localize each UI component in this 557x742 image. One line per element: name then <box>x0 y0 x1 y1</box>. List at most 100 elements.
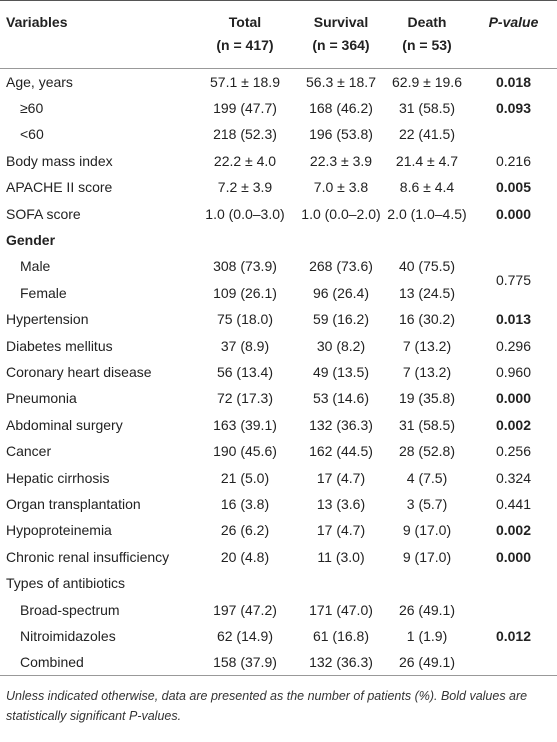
cell: 17 (4.7) <box>316 522 366 539</box>
cell: 61 (16.8) <box>312 627 370 644</box>
cell: 37 (8.9) <box>220 337 270 354</box>
row-label: Pneumonia <box>6 390 77 407</box>
p-value: 0.018 <box>495 73 532 90</box>
column-title: Total <box>228 14 262 30</box>
cell: 109 (26.1) <box>213 284 277 301</box>
header-cell: P-value <box>488 14 539 30</box>
table-row: <60 218 (52.3) 196 (53.8) 22 (41.5) <box>0 121 557 147</box>
table-row: Combined 158 (37.9) 132 (36.3) 26 (49.1) <box>0 649 557 675</box>
column-n: (n = 417) <box>216 37 274 53</box>
header-cell: Variables <box>6 14 68 30</box>
cell: 1.0 (0.0–3.0) <box>205 205 285 222</box>
cell: 9 (17.0) <box>402 522 452 539</box>
cell: 1 (1.9) <box>406 627 448 644</box>
cell: 13 (24.5) <box>398 284 456 301</box>
row-label: Age, years <box>6 73 73 90</box>
table-row: Broad-spectrum 197 (47.2) 171 (47.0) 26 (49… <box>0 596 557 622</box>
cell: 49 (13.5) <box>312 363 370 380</box>
cell: 196 (53.8) <box>309 126 373 143</box>
cell: 2.0 (1.0–4.5) <box>387 205 467 222</box>
table-header: Variables Total (n = 417) Survival (n = 36… <box>0 0 557 69</box>
p-value: 0.775 <box>495 271 532 288</box>
cell: 3 (5.7) <box>406 495 448 512</box>
cell <box>192 227 298 253</box>
row-label: Abdominal surgery <box>6 416 123 433</box>
cell: 9 (17.0) <box>402 548 452 565</box>
cell: 218 (52.3) <box>213 126 277 143</box>
cell: 171 (47.0) <box>309 601 373 618</box>
table-row: Hypoproteinemia 26 (6.2) 17 (4.7) 9 (17.0) 0… <box>0 517 557 543</box>
p-value: 0.256 <box>495 443 532 460</box>
row-label: Types of antibiotics <box>6 575 126 592</box>
table-row: Cancer 190 (45.6) 162 (44.5) 28 (52.8) 0.256 <box>0 438 557 464</box>
table-row: Diabetes mellitus 37 (8.9) 30 (8.2) 7 (13.2… <box>0 332 557 358</box>
cell: 132 (36.3) <box>309 416 373 433</box>
table-row: APACHE II score 7.2 ± 3.9 7.0 ± 3.8 8.6 ± 4… <box>0 174 557 200</box>
cell: 19 (35.8) <box>398 390 456 407</box>
table-row: Hypertension 75 (18.0) 59 (16.2) 16 (30.2) 0… <box>0 306 557 332</box>
cell: 22.3 ± 3.9 <box>309 152 373 169</box>
cell: 75 (18.0) <box>216 311 274 328</box>
cell: 30 (8.2) <box>316 337 366 354</box>
row-label: Hypoproteinemia <box>6 522 112 539</box>
row-label: Cancer <box>6 443 52 460</box>
cell: 96 (26.4) <box>312 284 370 301</box>
cell: 13 (3.6) <box>316 495 366 512</box>
table-row: Nitroimidazoles 62 (14.9) 61 (16.8) 1 (1.9)… <box>0 623 557 649</box>
cell: 158 (37.9) <box>213 654 277 671</box>
cell: 72 (17.3) <box>216 390 274 407</box>
p-value: 0.093 <box>495 100 532 117</box>
cell: 132 (36.3) <box>309 654 373 671</box>
table-row: Body mass index 22.2 ± 4.0 22.3 ± 3.9 21.4 … <box>0 148 557 174</box>
cell: 56 (13.4) <box>216 363 274 380</box>
p-value: 0.000 <box>495 548 532 565</box>
cell: 7 (13.2) <box>402 337 452 354</box>
p-value: 0.216 <box>495 152 532 169</box>
cell: 62 (14.9) <box>216 627 274 644</box>
header-cell: Survival (n = 364) <box>298 1 384 69</box>
table-row: Types of antibiotics <box>0 570 557 596</box>
cell: 17 (4.7) <box>316 469 366 486</box>
table-row: Female 109 (26.1) 96 (26.4) 13 (24.5) <box>0 280 557 306</box>
row-label: Diabetes mellitus <box>6 337 113 354</box>
cell: 62.9 ± 19.6 <box>392 73 462 90</box>
cell <box>384 227 470 253</box>
column-n: (n = 53) <box>402 37 452 53</box>
p-value: 0.000 <box>495 390 532 407</box>
cell: 21.4 ± 4.7 <box>395 152 459 169</box>
p-value: 0.012 <box>495 627 532 644</box>
row-label: Male <box>20 258 51 275</box>
cell: 56.3 ± 18.7 <box>306 73 376 90</box>
cell: 268 (73.6) <box>309 258 373 275</box>
header-cell: Total (n = 417) <box>192 1 298 69</box>
cell: 28 (52.8) <box>398 443 456 460</box>
row-label: Organ transplantation <box>6 495 141 512</box>
header-cell: Death (n = 53) <box>384 1 470 69</box>
table-row: Organ transplantation 16 (3.8) 13 (3.6) 3 (… <box>0 491 557 517</box>
row-label: Chronic renal insufficiency <box>6 548 170 565</box>
p-value: 0.960 <box>495 363 532 380</box>
cell: 26 (49.1) <box>398 654 456 671</box>
p-value <box>470 649 557 675</box>
row-label: APACHE II score <box>6 179 113 196</box>
row-label: Hepatic cirrhosis <box>6 469 110 486</box>
row-label: Combined <box>20 654 84 671</box>
cell: 21 (5.0) <box>220 469 270 486</box>
p-value <box>470 227 557 253</box>
header-row: Variables Total (n = 417) Survival (n = 36… <box>0 1 557 69</box>
cell: 53 (14.6) <box>312 390 370 407</box>
p-value: 0.296 <box>495 337 532 354</box>
cell: 11 (3.0) <box>317 548 365 565</box>
column-title: Survival <box>313 14 369 30</box>
cell: 197 (47.2) <box>213 601 277 618</box>
data-table: Variables Total (n = 417) Survival (n = 36… <box>0 0 557 676</box>
column-title: Death <box>407 14 447 30</box>
cell: 4 (7.5) <box>406 469 448 486</box>
cell: 16 (30.2) <box>398 311 456 328</box>
row-label: ≥60 <box>20 100 44 117</box>
table-row: ≥60 199 (47.7) 168 (46.2) 31 (58.5) 0.093 <box>0 95 557 121</box>
p-value: 0.013 <box>495 311 532 328</box>
cell: 16 (3.8) <box>220 495 270 512</box>
table-body: Age, years 57.1 ± 18.9 56.3 ± 18.7 62.9 ± 1… <box>0 69 557 676</box>
table-row: Coronary heart disease 56 (13.4) 49 (13.5)… <box>0 359 557 385</box>
